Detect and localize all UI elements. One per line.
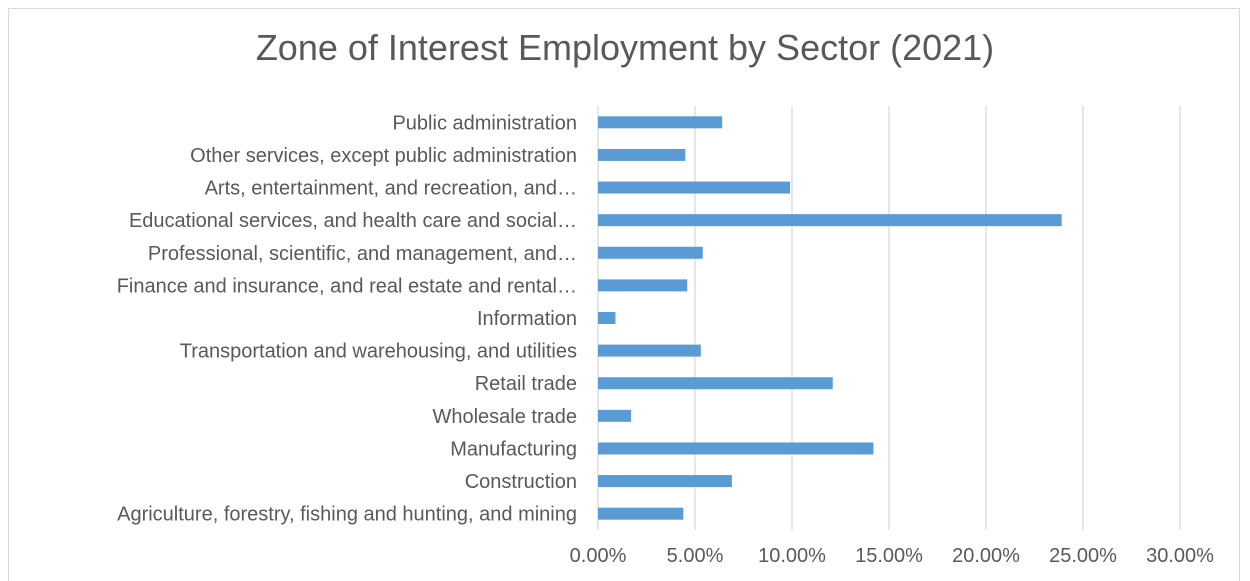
x-tick-label: 5.00% — [667, 545, 724, 567]
bar — [598, 344, 701, 357]
bar — [598, 214, 1062, 227]
category-labels: Public administration Other services, exc… — [117, 112, 577, 525]
category-label: Wholesale trade — [432, 406, 577, 428]
bar — [598, 507, 684, 520]
category-label: Public administration — [392, 112, 577, 134]
category-label: Retail trade — [475, 373, 577, 395]
bar — [598, 475, 732, 488]
x-tick-labels: 0.00% 5.00% 10.00% 15.00% 20.00% 25.00% 30.00% — [570, 545, 1214, 567]
category-label: Construction — [465, 471, 577, 493]
gridlines — [597, 106, 1181, 530]
category-label: Agriculture, forestry, fishing and hunti… — [117, 504, 577, 526]
x-tick-label: 30.00% — [1146, 545, 1214, 567]
x-tick-label: 10.00% — [758, 545, 826, 567]
bar — [598, 312, 616, 324]
category-label: Information — [477, 308, 577, 330]
bar — [598, 246, 703, 259]
category-label: Other services, except public administra… — [190, 145, 577, 167]
category-label: Finance and insurance, and real estate a… — [117, 275, 577, 297]
category-label: Transportation and warehousing, and util… — [180, 341, 577, 363]
bar — [598, 181, 791, 194]
bar — [598, 148, 686, 161]
category-label: Manufacturing — [450, 438, 577, 460]
x-tick-label: 20.00% — [952, 545, 1020, 567]
bar — [598, 442, 874, 455]
x-tick-label: 25.00% — [1049, 545, 1117, 567]
bar — [598, 279, 688, 292]
x-tick-label: 0.00% — [570, 545, 627, 567]
category-label: Professional, scientific, and management… — [148, 243, 577, 265]
category-label: Arts, entertainment, and recreation, and… — [205, 178, 577, 200]
bar — [598, 116, 723, 129]
bars — [598, 116, 1062, 520]
bar — [598, 377, 833, 390]
chart-title: Zone of Interest Employment by Sector (2… — [255, 27, 995, 68]
category-label: Educational services, and health care an… — [129, 210, 577, 232]
x-tick-label: 15.00% — [855, 545, 923, 567]
bar — [598, 409, 631, 422]
